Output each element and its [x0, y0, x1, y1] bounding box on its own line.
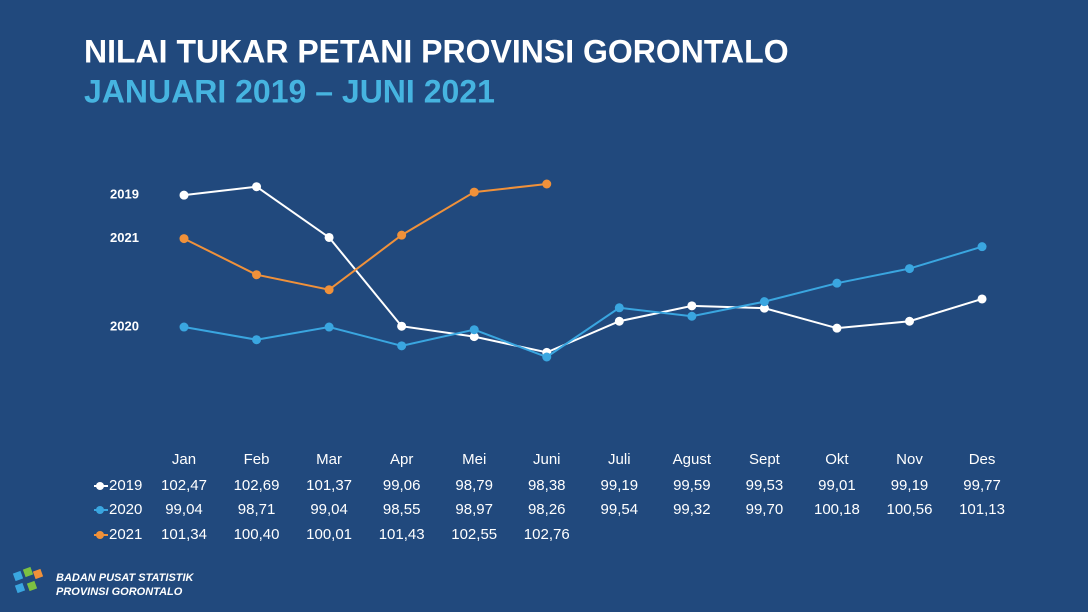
data-point: [179, 190, 189, 200]
data-point: [905, 264, 914, 274]
legend-marker: [96, 482, 104, 490]
data-point: [252, 182, 262, 192]
data-label: 99,19: [601, 477, 639, 494]
x-tick-label: Sept: [749, 451, 781, 468]
x-tick-label: Feb: [244, 451, 270, 468]
x-tick-label: Jan: [172, 451, 196, 468]
data-label: 98,97: [455, 501, 493, 518]
x-tick-label: Des: [969, 451, 996, 468]
legend-marker: [96, 531, 104, 539]
data-label: 100,56: [887, 501, 933, 518]
x-tick-label: Okt: [825, 451, 849, 468]
data-label: 101,37: [306, 477, 352, 494]
data-label: 102,69: [234, 477, 280, 494]
data-point: [614, 316, 624, 326]
data-point: [252, 270, 262, 280]
x-tick-label: Juli: [608, 451, 631, 468]
data-label: 100,18: [814, 501, 860, 518]
data-label: 101,34: [161, 526, 207, 543]
data-point: [469, 325, 479, 335]
series-line: [183, 245, 983, 359]
data-label: 99,06: [383, 477, 421, 494]
legend-label: 2020: [109, 501, 142, 518]
data-point: [759, 303, 769, 313]
chart-title: NILAI TUKAR PETANI PROVINSI GORONTALO: [84, 33, 789, 69]
data-point: [469, 332, 479, 342]
data-point: [397, 341, 407, 351]
x-tick-label: Mar: [316, 451, 342, 468]
data-point: [469, 187, 479, 197]
data-point: [179, 234, 189, 244]
data-label: 102,76: [524, 526, 570, 543]
series-label: 2019: [110, 187, 139, 202]
data-label: 102,55: [451, 526, 497, 543]
data-label: 99,01: [818, 477, 856, 494]
data-label: 100,40: [234, 526, 280, 543]
data-label: 99,04: [165, 501, 203, 518]
logo: [12, 566, 44, 594]
chart-subtitle: JANUARI 2019 – JUNI 2021: [84, 73, 495, 109]
data-point: [542, 179, 552, 189]
legend-marker: [96, 506, 104, 514]
data-label: 98,38: [528, 477, 566, 494]
data-point: [832, 323, 842, 333]
legend-label: 2021: [109, 526, 142, 543]
x-tick-label: Juni: [533, 451, 561, 468]
data-label: 99,53: [746, 477, 784, 494]
data-point: [614, 303, 624, 313]
data-point: [397, 230, 407, 240]
data-point: [832, 278, 842, 288]
data-label: 98,55: [383, 501, 421, 518]
footer-text: PROVINSI GORONTALO: [56, 586, 183, 598]
data-label: 102,47: [161, 477, 207, 494]
data-label: 98,71: [238, 501, 276, 518]
data-label: 99,54: [601, 501, 639, 518]
data-point: [397, 321, 407, 331]
data-point: [324, 285, 334, 295]
x-tick-label: Nov: [896, 451, 923, 468]
data-label: 98,26: [528, 501, 566, 518]
data-label: 100,01: [306, 526, 352, 543]
x-tick-label: Mei: [462, 451, 486, 468]
footer-text: BADAN PUSAT STATISTIK: [56, 572, 195, 584]
data-point: [324, 322, 334, 332]
data-label: 101,43: [379, 526, 425, 543]
data-point: [687, 311, 697, 321]
data-label: 99,19: [891, 477, 929, 494]
series-label: 2021: [110, 230, 139, 245]
series-line: [183, 183, 547, 291]
data-point: [905, 316, 914, 326]
series-line: [183, 185, 983, 354]
data-point: [759, 297, 769, 307]
data-label: 99,70: [746, 501, 784, 518]
data-point: [977, 294, 987, 304]
data-point: [687, 301, 697, 311]
series-label: 2020: [110, 318, 139, 333]
data-label: 101,13: [959, 501, 1005, 518]
data-point: [252, 335, 262, 345]
legend-label: 2019: [109, 477, 142, 494]
x-tick-label: Agust: [673, 451, 712, 468]
data-point: [324, 232, 334, 242]
data-label: 98,79: [455, 477, 493, 494]
data-label: 99,32: [673, 501, 711, 518]
data-label: 99,04: [310, 501, 348, 518]
data-point: [977, 242, 987, 252]
data-label: 99,59: [673, 477, 711, 494]
data-point: [179, 322, 189, 332]
data-label: 99,77: [963, 477, 1001, 494]
data-point: [542, 352, 552, 362]
x-tick-label: Apr: [390, 451, 413, 468]
